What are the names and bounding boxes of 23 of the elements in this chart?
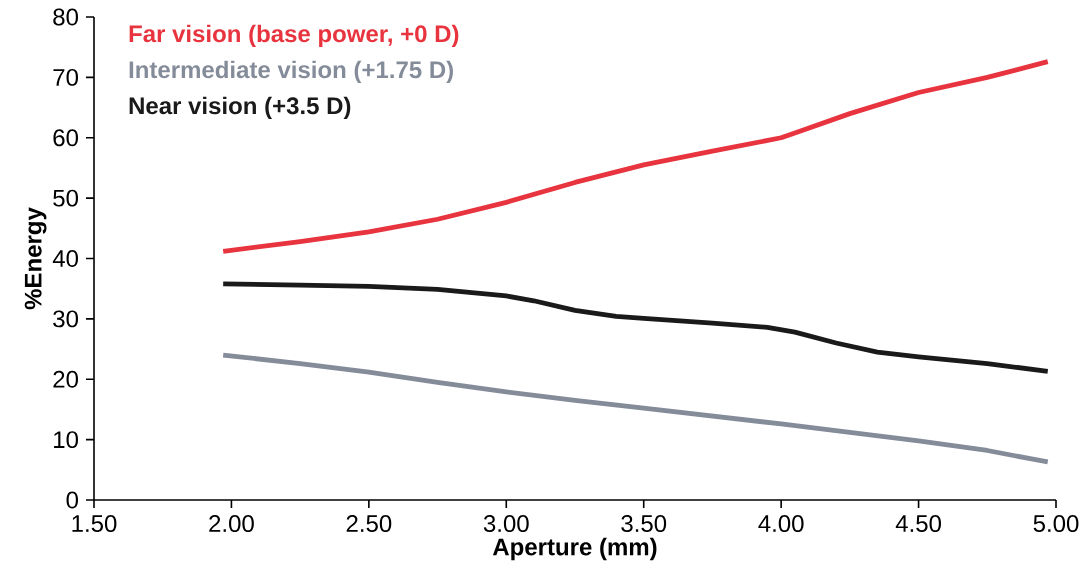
y-tick-label: 30 [53,310,78,328]
text: Near vision (+3.5 D) [129,96,351,120]
y-tick-label: 50 [53,189,78,207]
line-series [220,281,1051,374]
y-tick-label: 20 [53,370,78,388]
y-tick-label: 40 [52,250,78,267]
x-tick-label: 2.00 [209,515,254,533]
x-tick-label: 2.50 [346,515,392,533]
y-tick-label: 70 [53,68,78,86]
x-tick-label: 4.50 [895,515,941,533]
y-axis-title: %Energy [24,207,47,310]
x-tick-label: 1.50 [72,515,117,533]
text: Far vision (base power, +0 D) [129,24,459,48]
x-tick-label: 5.00 [1033,515,1079,533]
y-tick-label: 60 [53,129,78,147]
text: Intermediate vision (+1.75 D) [129,60,453,84]
x-tick-label: 3.50 [621,515,667,533]
y-tick-label: 80 [53,8,78,26]
y-tick-label: 10 [54,431,78,449]
y-tick-label: 0 [66,491,78,509]
x-tick-label: 3.00 [483,515,529,533]
x-axis-title: Aperture (mm) [492,537,657,561]
x-tick-label: 4.00 [758,515,804,533]
